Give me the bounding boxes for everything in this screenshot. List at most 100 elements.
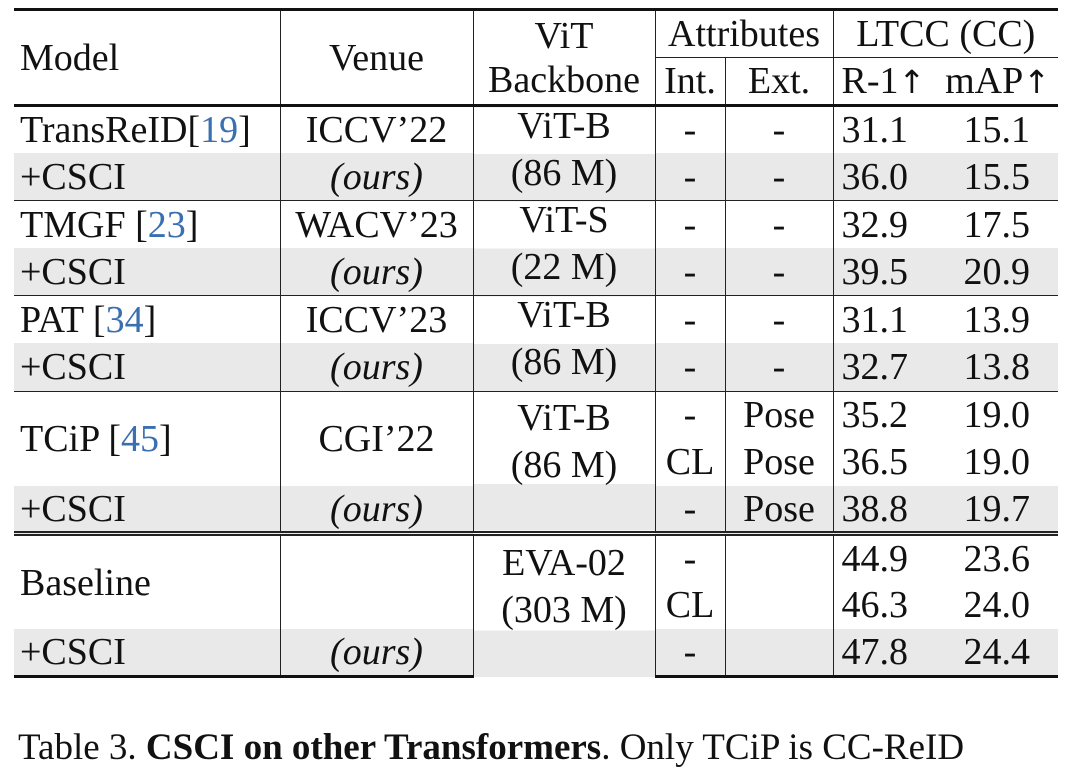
metrics-cell: 44.9 23.6 [833,531,1059,582]
ext-cell [725,581,834,630]
up-arrow-icon: ↑ [898,63,926,101]
citation-link[interactable]: 23 [147,203,186,246]
int-cell: - [655,153,726,201]
metrics-cell: 32.9 17.5 [833,200,1059,249]
map-value: 13.8 [963,346,1031,389]
header-backbone-line2: Backbone [488,58,640,101]
caption-prefix: Table 3. [18,727,146,768]
model-cell: TMGF [23] [14,200,281,249]
map-value: 19.7 [963,487,1031,530]
citation-link[interactable]: 45 [121,417,159,460]
r1-value: 39.5 [841,250,909,293]
ext-cell: - [725,343,834,392]
r1-value: 31.1 [841,298,909,341]
r1-value: 47.8 [841,631,909,674]
venue-cell: WACV’23 [280,200,474,249]
int-cell: - [655,390,726,439]
model-cell: +CSCI [14,153,281,201]
model-cell: +CSCI [14,486,281,534]
header-r1: R-1↑ [841,60,926,102]
metrics-cell: 35.2 19.0 [833,390,1059,439]
int-cell: CL [655,438,726,487]
map-value: 19.0 [963,441,1031,484]
header-map: mAP↑ [945,60,1051,102]
map-value: 19.0 [963,394,1031,437]
int-cell: - [655,486,726,534]
venue-cell: (ours) [280,343,474,392]
ext-cell: Pose [725,486,834,534]
venue-cell: (ours) [280,153,474,201]
backbone-cell: ViT-B (86 M) [473,295,656,392]
header-metrics: R-1↑ mAP↑ [833,57,1059,107]
map-value: 20.9 [963,250,1031,293]
ext-cell: - [725,200,834,249]
up-arrow-icon: ↑ [1023,63,1051,101]
ext-cell: Pose [725,390,834,439]
header-ltcc: LTCC (CC) [833,9,1059,58]
metrics-cell: 38.8 19.7 [833,486,1058,534]
citation-link[interactable]: 34 [105,298,144,341]
metrics-cell: 31.1 15.1 [833,106,1058,154]
venue-cell: (ours) [280,629,474,679]
ext-cell: - [725,248,834,296]
map-value: 13.9 [963,298,1031,341]
metrics-cell: 39.5 20.9 [833,248,1058,296]
map-value: 15.1 [963,109,1031,152]
venue-cell [280,531,474,630]
citation-link[interactable]: 19 [200,109,239,152]
metrics-cell: 46.3 24.0 [833,581,1058,629]
ext-cell: - [725,153,834,201]
header-backbone-line1: ViT [534,14,594,57]
backbone-cell: ViT-S (22 M) [473,200,656,296]
header-row-2: Int. Ext. R-1↑ mAP↑ [14,57,1059,107]
model-cell: +CSCI [14,629,281,679]
results-table: Model Venue ViT Backbone Attributes LTCC… [14,8,1059,679]
int-cell: - [655,248,726,296]
map-value: 24.0 [963,584,1031,627]
table-row: TMGF [23] WACV’23 ViT-S (22 M) - - 32.9 17… [14,200,1059,296]
r1-value: 32.7 [841,346,909,389]
int-cell: - [655,343,726,392]
header-row-1: Model Venue ViT Backbone Attributes LTCC… [14,9,1059,107]
int-cell: - [655,531,726,582]
ext-cell: - [725,295,834,344]
table-row: Baseline EVA-02 (303 M) - 44.9 23.6 [14,531,1059,677]
int-cell: - [655,629,726,679]
header-venue: Venue [280,9,474,107]
header-model: Model [14,9,281,107]
caption-bold: CSCI on other Transformers [145,727,602,768]
table-row: TCiP [45] CGI’22 ViT-B (86 M) - Pose 35.2… [14,390,1059,534]
model-cell: +CSCI [14,343,281,392]
map-value: 24.4 [963,631,1031,674]
venue-cell: (ours) [280,486,474,534]
map-value: 23.6 [963,537,1031,580]
ext-cell: Pose [725,438,834,487]
r1-value: 31.1 [841,109,909,152]
backbone-cell: ViT-B (86 M) [473,105,656,201]
table-row: TransReID[19] ICCV’22 ViT-B (86 M) - - 31… [14,105,1058,201]
metrics-cell: 47.8 24.4 [833,629,1059,679]
model-cell: TCiP [45] [14,390,281,487]
header-int: Int. [655,57,726,107]
model-cell: TransReID[19] [14,105,281,154]
backbone-cell: EVA-02 (303 M) [473,531,656,677]
caption-rest: . Only TCiP is CC-ReID [601,727,965,768]
ext-cell [725,629,834,679]
ext-cell: - [725,105,834,154]
int-cell: CL [655,581,726,630]
table-row: PAT [34] ICCV’23 ViT-B (86 M) - - 31.1 13.… [14,295,1059,392]
metrics-cell: 31.1 13.9 [833,295,1059,344]
r1-value: 46.3 [841,584,909,627]
int-cell: - [655,295,726,344]
int-cell: - [655,105,726,154]
header-attributes: Attributes [655,9,834,58]
map-value: 17.5 [963,203,1031,246]
metrics-cell: 32.7 13.8 [833,343,1058,391]
r1-value: 35.2 [841,394,909,437]
ext-cell [725,531,834,582]
header-backbone: ViT Backbone [473,9,656,107]
int-cell: - [655,200,726,249]
venue-cell: ICCV’23 [280,295,474,344]
metrics-cell: 36.0 15.5 [833,153,1058,201]
